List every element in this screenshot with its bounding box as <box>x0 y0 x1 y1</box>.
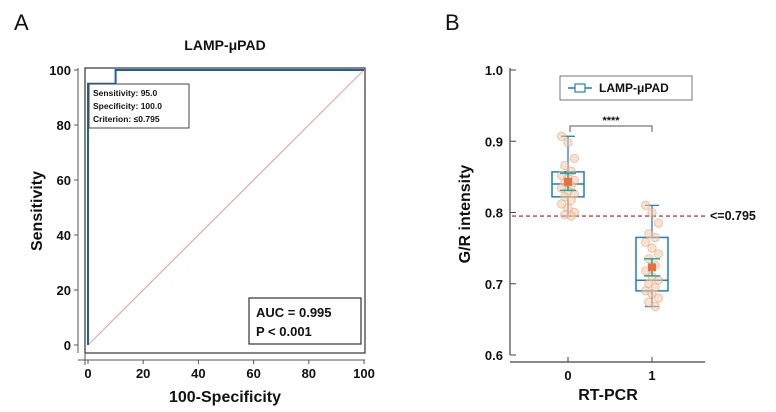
roc-auc-value: AUC = 0.995 <box>256 305 332 320</box>
roc-x-tick-label: 0 <box>84 366 91 381</box>
roc-y-tick-label: 100 <box>49 63 71 78</box>
roc-x-tick-label: 20 <box>136 366 150 381</box>
box-y-tick-label: 1.0 <box>485 63 503 78</box>
significance-bracket-line <box>569 125 653 132</box>
roc-stats-box: Sensitivity: 95.0 Specificity: 100.0 Cri… <box>88 83 190 129</box>
roc-auc-frame <box>248 297 362 345</box>
data-point <box>647 243 657 253</box>
data-point <box>569 153 580 163</box>
significance-stars: **** <box>602 115 620 127</box>
data-point <box>650 301 660 312</box>
data-point <box>653 218 664 228</box>
roc-auc-box: AUC = 0.995 P < 0.001 <box>248 297 362 345</box>
roc-y-ticks: 0 20 40 60 80 100 <box>49 63 78 353</box>
mean-marker <box>564 177 572 186</box>
data-point <box>647 289 657 299</box>
data-point <box>640 200 651 210</box>
panel-a-letter: A <box>14 10 29 35</box>
roc-y-tick-label: 20 <box>57 283 71 298</box>
box-x-tick-label: 0 <box>564 368 571 383</box>
roc-x-ticks: 0 20 40 60 80 100 <box>84 360 375 381</box>
data-point <box>556 131 567 141</box>
roc-stat-sensitivity: Sensitivity: 95.0 <box>93 88 158 98</box>
box-group-0 <box>551 131 585 221</box>
roc-y-tick-label: 40 <box>57 228 71 243</box>
roc-x-tick-label: 60 <box>246 366 260 381</box>
data-point <box>566 195 576 205</box>
box-x-tick-label: 1 <box>648 368 655 383</box>
roc-stat-specificity: Specificity: 100.0 <box>93 101 162 111</box>
panel-b-letter: B <box>445 10 460 35</box>
box-y-tick-label: 0.8 <box>485 206 503 221</box>
roc-y-tick-label: 60 <box>57 173 71 188</box>
panel-a: A LAMP-μPAD 0 20 40 60 80 100 0 20 40 60 80 100 10… <box>14 10 375 406</box>
data-point <box>644 297 654 307</box>
box-legend-label: LAMP-μPAD <box>599 81 669 95</box>
roc-reference-line <box>87 69 365 346</box>
box-y-tick-label: 0.6 <box>485 348 503 363</box>
data-point <box>556 199 567 209</box>
data-point <box>653 249 664 259</box>
roc-y-label: Sensitivity <box>29 171 46 251</box>
roc-x-tick-label: 100 <box>353 366 375 381</box>
roc-title: LAMP-μPAD <box>184 37 265 53</box>
box-x-label: RT-PCR <box>578 387 638 404</box>
data-point <box>560 160 570 171</box>
significance-bracket: **** <box>569 115 653 132</box>
roc-plot-frame <box>84 67 366 354</box>
data-point <box>640 237 651 248</box>
roc-x-label: 100-Specificity <box>169 389 281 406</box>
roc-x-tick-label: 40 <box>191 366 205 381</box>
mean-marker <box>648 263 656 272</box>
box-y-ticks: 0.6 0.7 0.8 0.9 1.0 <box>485 63 516 363</box>
threshold-label: <=0.795 <box>710 209 756 223</box>
data-point <box>650 232 660 243</box>
box-y-tick-label: 0.7 <box>485 277 503 292</box>
roc-y-tick-label: 80 <box>57 118 71 133</box>
data-point <box>653 293 664 303</box>
roc-stat-criterion: Criterion: ≤0.795 <box>93 114 160 124</box>
roc-p-value: P < 0.001 <box>256 324 312 339</box>
box-legend-swatch <box>574 83 586 93</box>
roc-stats-frame <box>88 83 190 129</box>
box-legend: LAMP-μPAD <box>559 75 693 101</box>
data-point <box>563 138 573 148</box>
box-marks <box>512 131 705 312</box>
data-point <box>647 207 657 218</box>
box-group-1 <box>635 200 669 312</box>
box-y-label: G/R intensity <box>457 165 474 264</box>
roc-x-tick-label: 80 <box>302 366 316 381</box>
box-y-tick-label: 0.9 <box>485 134 503 149</box>
data-point <box>566 211 576 221</box>
roc-y-tick-label: 0 <box>64 338 71 353</box>
